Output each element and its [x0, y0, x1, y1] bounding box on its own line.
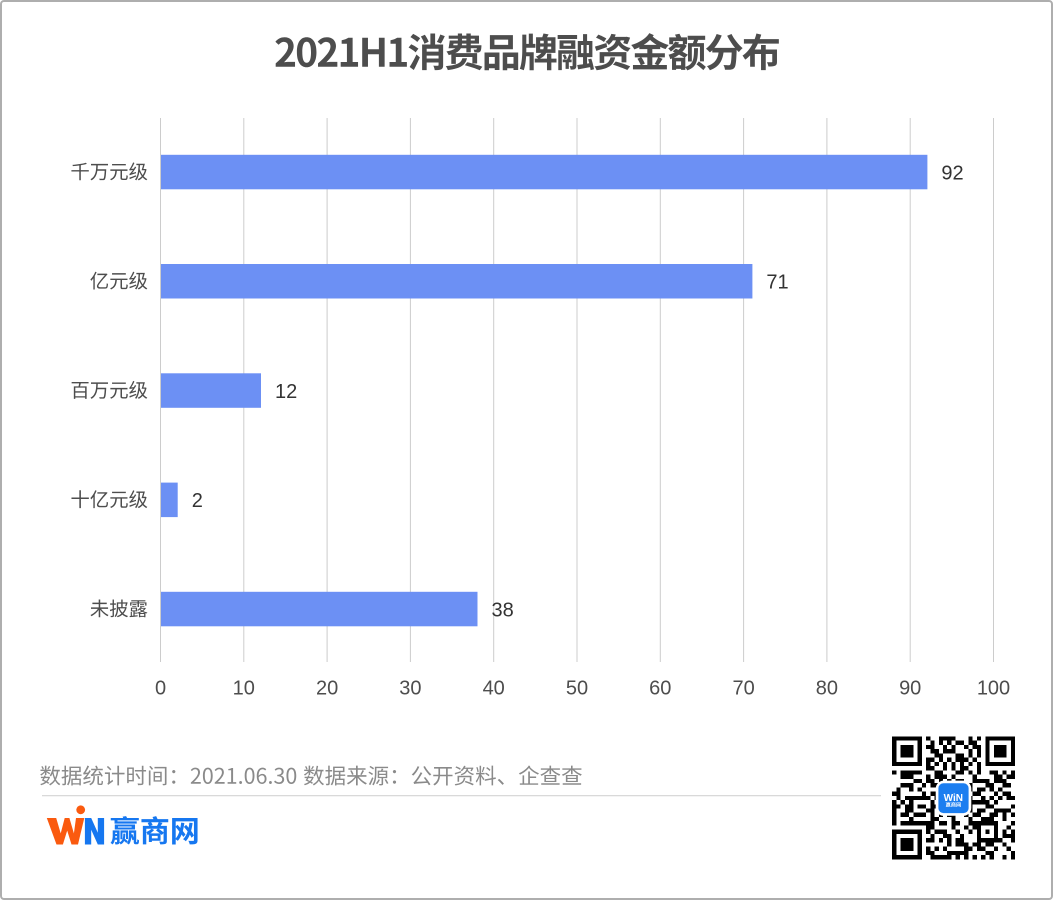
svg-text:20: 20 — [316, 678, 338, 700]
svg-text:70: 70 — [732, 678, 754, 700]
svg-text:60: 60 — [649, 678, 671, 700]
svg-text:71: 71 — [766, 272, 788, 294]
svg-text:WiN: WiN — [944, 793, 963, 804]
svg-text:80: 80 — [816, 678, 838, 700]
svg-text:50: 50 — [566, 678, 588, 700]
svg-text:38: 38 — [492, 599, 514, 621]
svg-text:100: 100 — [977, 678, 1010, 700]
svg-text:12: 12 — [275, 381, 297, 403]
svg-text:0: 0 — [155, 678, 166, 700]
svg-text:30: 30 — [399, 678, 421, 700]
svg-text:2: 2 — [192, 490, 203, 512]
svg-text:90: 90 — [899, 678, 921, 700]
svg-text:40: 40 — [483, 678, 505, 700]
svg-text:10: 10 — [233, 678, 255, 700]
svg-text:92: 92 — [941, 162, 963, 184]
